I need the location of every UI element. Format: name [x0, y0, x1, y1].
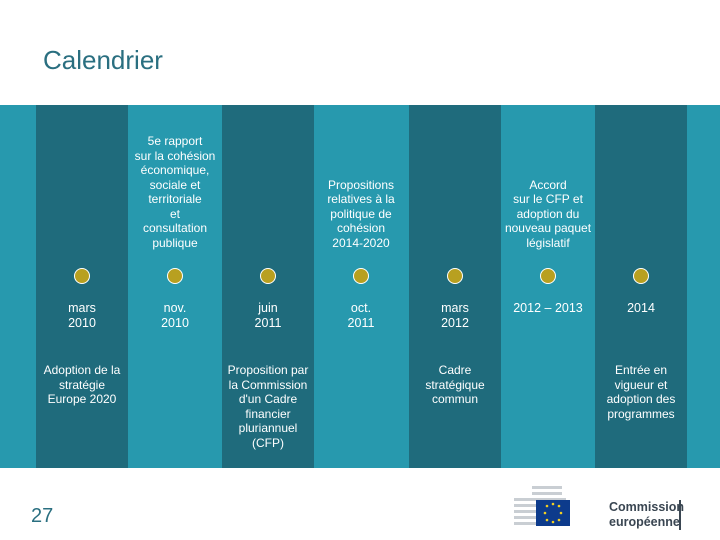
milestone-date: nov. 2010: [129, 301, 221, 331]
timeline-column: [595, 105, 687, 468]
event-line: programmes: [607, 406, 675, 421]
date-line: 2011: [347, 316, 375, 330]
milestone-dot: [353, 268, 369, 284]
milestone-date: mars 2010: [36, 301, 128, 331]
milestone-description: Propositions relatives à la politique de co…: [315, 178, 407, 251]
page-number: 27: [31, 505, 54, 527]
commission-logo-text: Commission européenne: [609, 500, 684, 530]
description-line: publique: [152, 235, 198, 250]
milestone-description: 5e rapport sur la cohésion économique, soci…: [129, 134, 221, 250]
commission-logo-icon: [514, 486, 570, 526]
milestone-dot: [74, 268, 90, 284]
description-line: politique de: [330, 206, 392, 221]
description-line: territoriale: [148, 192, 202, 206]
logo-line-2: européenne: [609, 515, 680, 529]
date-line: 2010: [68, 316, 96, 330]
description-line: sur la cohésion: [134, 148, 216, 163]
milestone-event: Adoption de la stratégie Europe 2020: [36, 363, 128, 407]
description-line: relatives à la: [327, 192, 395, 206]
milestone-date: oct. 2011: [315, 301, 407, 331]
logo-line-1: Commission: [609, 500, 685, 514]
logo-divider: [679, 500, 681, 530]
event-line: Entrée en: [614, 363, 668, 377]
event-line: Adoption de la: [43, 363, 121, 377]
milestone-dot: [540, 268, 556, 284]
event-line: vigueur et: [614, 377, 668, 392]
date-line: mars: [441, 301, 469, 315]
milestone-dot: [447, 268, 463, 284]
event-line: stratégie: [58, 377, 106, 392]
date-line: juin: [258, 301, 278, 315]
milestone-description: Accord sur le CFP et adoption du nouveau pa…: [502, 178, 594, 251]
timeline-column: [502, 105, 594, 468]
milestone-dot: [167, 268, 183, 284]
milestone-event: Proposition par la Commission d'un Cadre fi…: [222, 363, 314, 450]
description-line: 5e rapport: [147, 134, 203, 148]
description-line: 2014-2020: [332, 235, 390, 250]
date-line: 2010: [161, 316, 189, 330]
milestone-date: 2012 – 2013: [502, 301, 594, 316]
event-line: stratégique: [425, 377, 485, 392]
event-line: (CFP): [252, 435, 284, 450]
milestone-date: 2014: [595, 301, 687, 316]
event-line: Proposition par: [227, 363, 309, 377]
event-line: pluriannuel: [238, 421, 298, 435]
milestone-event: Cadre stratégique commun: [409, 363, 501, 407]
date-line: 2012: [441, 316, 469, 330]
date-line: mars: [68, 301, 96, 315]
description-line: adoption du: [516, 206, 580, 221]
description-line: nouveau paquet: [504, 221, 592, 235]
description-line: cohésion: [336, 221, 386, 235]
date-line: 2014: [627, 301, 655, 315]
date-line: 2012 – 2013: [513, 301, 583, 315]
event-line: commun: [431, 392, 478, 406]
date-line: nov.: [163, 301, 187, 315]
description-line: sociale et: [149, 177, 201, 192]
event-line: financier: [245, 406, 291, 421]
date-line: 2011: [254, 316, 282, 330]
description-line: Accord: [529, 177, 567, 192]
event-line: Europe 2020: [47, 392, 117, 406]
timeline-column: [36, 105, 128, 468]
milestone-date: mars 2012: [409, 301, 501, 331]
description-line: Propositions: [327, 177, 395, 192]
description-line: législatif: [526, 235, 570, 250]
description-line: et: [169, 206, 180, 221]
milestone-dot: [633, 268, 649, 284]
milestone-event: Entrée en vigueur et adoption des programme…: [595, 363, 687, 421]
event-line: adoption des: [606, 392, 676, 406]
event-line: Cadre: [438, 363, 472, 377]
event-line: la Commission: [228, 377, 308, 392]
milestone-dot: [260, 268, 276, 284]
timeline-column: [315, 105, 407, 468]
description-line: économique,: [140, 163, 210, 177]
page-title: Calendrier: [43, 45, 163, 75]
description-line: consultation: [142, 221, 208, 235]
timeline-column: [129, 105, 221, 468]
timeline-column: [409, 105, 501, 468]
milestone-date: juin 2011: [222, 301, 314, 331]
description-line: sur le CFP et: [513, 192, 583, 206]
date-line: oct.: [350, 301, 372, 315]
event-line: d'un Cadre: [238, 392, 298, 406]
timeline-column: [222, 105, 314, 468]
